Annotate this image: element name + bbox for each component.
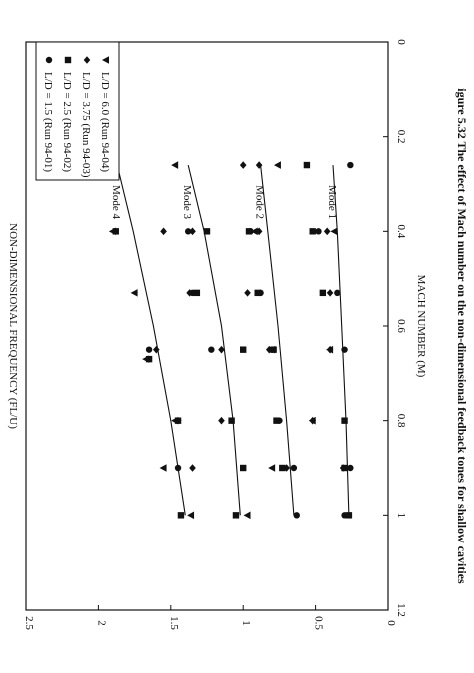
- legend-marker-square: [64, 56, 72, 64]
- data-point-circle: [145, 346, 153, 353]
- data-point-circle: [208, 346, 215, 353]
- data-point-square: [228, 417, 235, 424]
- data-point-circle: [334, 289, 341, 297]
- data-point-square: [232, 512, 240, 519]
- y-tick-label: 1.5: [168, 616, 180, 630]
- data-point-diamond: [186, 289, 193, 297]
- mode-curve-label: Mode 3: [181, 185, 193, 219]
- y-tick-label: 1: [240, 620, 252, 626]
- data-points: [57, 161, 354, 520]
- data-point-triangle: [130, 289, 138, 297]
- data-point-diamond: [239, 161, 247, 169]
- mode-curve-label: Mode 1: [326, 185, 338, 219]
- data-point-diamond: [160, 227, 167, 236]
- data-point-triangle: [142, 355, 150, 363]
- data-point-square: [273, 417, 280, 424]
- data-point-triangle: [250, 227, 258, 236]
- legend-box: [35, 41, 120, 181]
- data-point-triangle: [330, 227, 338, 236]
- legend-marker-diamond: [83, 56, 91, 64]
- x-tick-label: 1: [395, 513, 407, 519]
- data-point-diamond: [218, 416, 225, 425]
- mode-curve: [116, 164, 186, 516]
- mode-curve: [187, 164, 241, 516]
- mode-curves: Mode 4 Mode 3 Mode 2 Mode 1: [110, 164, 350, 516]
- data-point-square: [341, 417, 348, 424]
- data-point-diamond: [244, 289, 251, 297]
- data-point-triangle: [108, 227, 116, 236]
- data-point-circle: [290, 464, 298, 472]
- data-point-diamond: [339, 464, 347, 472]
- data-point-triangle: [171, 161, 179, 169]
- data-point-circle: [347, 464, 354, 472]
- data-point-triangle: [159, 464, 167, 472]
- data-point-triangle: [268, 464, 276, 472]
- data-point-square: [319, 289, 327, 297]
- data-point-circle: [293, 512, 300, 519]
- data-point-triangle: [308, 416, 316, 425]
- legend: L/D = 1.5 (Run 94-01) L/D = 2.5 (Run 94-0…: [35, 41, 120, 181]
- data-point-square: [240, 346, 247, 353]
- legend-entry-label: L/D = 1.5 (Run 94-01): [42, 72, 54, 172]
- y-tick-label: 0.5: [313, 616, 325, 630]
- mode-curve-label: Mode 4: [110, 185, 122, 219]
- legend-entries: L/D = 1.5 (Run 94-01) L/D = 2.5 (Run 94-0…: [42, 56, 111, 178]
- x-axis-label: MACH NUMBER (M): [415, 275, 427, 378]
- data-point-square: [254, 289, 261, 297]
- data-point-diamond: [189, 227, 196, 236]
- data-point-square: [279, 464, 286, 472]
- y-axis-label: NON-DIMENSIONAL FREQUENCY (FL/U): [7, 223, 19, 429]
- data-point-square: [345, 512, 353, 519]
- mode-curve: [332, 165, 350, 516]
- data-point-triangle: [187, 511, 195, 520]
- data-point-triangle: [243, 511, 251, 520]
- data-point-circle: [347, 161, 354, 169]
- data-point-circle: [341, 346, 348, 353]
- data-point-diamond: [189, 464, 196, 472]
- legend-entry-label: L/D = 6.0 (Run 94-04): [99, 72, 111, 172]
- y-tick-label: 2.5: [23, 616, 35, 630]
- data-point-diamond: [323, 227, 331, 236]
- mode-curve: [260, 165, 295, 516]
- data-point-diamond: [283, 464, 290, 472]
- data-point-circle: [184, 228, 192, 235]
- data-point-triangle: [273, 161, 281, 169]
- data-point-diamond: [218, 345, 225, 354]
- data-point-triangle: [171, 416, 179, 425]
- legend-entry-label: L/D = 3.75 (Run 94-03): [80, 72, 92, 178]
- y-tick-label: 0: [385, 620, 397, 626]
- mode-curve-label: Mode 2: [254, 185, 266, 219]
- data-point-square: [193, 289, 201, 297]
- x-tick-label: 0.2: [395, 130, 407, 144]
- x-tick-label: 0: [395, 39, 407, 45]
- data-point-circle: [174, 464, 182, 472]
- data-point-square: [203, 228, 211, 235]
- data-point-square: [245, 228, 253, 235]
- y-tick-label: 2: [95, 620, 107, 626]
- legend-marker-circle: [45, 56, 53, 64]
- legend-marker-triangle: [102, 56, 109, 64]
- ticks-layer: 0 0.2 0.4 0.6 0.8 1 1.2 0 0.5 1 1.5 2 2.5: [23, 39, 407, 630]
- data-point-triangle: [268, 345, 276, 354]
- data-point-circle: [315, 228, 322, 235]
- data-point-square: [303, 161, 311, 169]
- data-point-diamond: [153, 345, 160, 354]
- x-tick-label: 0.6: [395, 319, 407, 333]
- x-tick-label: 0.8: [395, 414, 407, 428]
- figure-caption: igure 5.32 The effect of Mach number on …: [455, 88, 469, 584]
- data-point-square: [240, 464, 247, 472]
- legend-entry-label: L/D = 2.5 (Run 94-02): [61, 72, 73, 172]
- x-tick-label: 0.4: [395, 224, 407, 238]
- data-point-square: [177, 512, 185, 519]
- data-point-square: [309, 228, 316, 235]
- data-point-triangle: [326, 345, 334, 354]
- data-point-diamond: [326, 289, 334, 297]
- x-tick-label: 1.2: [395, 603, 407, 617]
- data-point-diamond: [255, 161, 263, 169]
